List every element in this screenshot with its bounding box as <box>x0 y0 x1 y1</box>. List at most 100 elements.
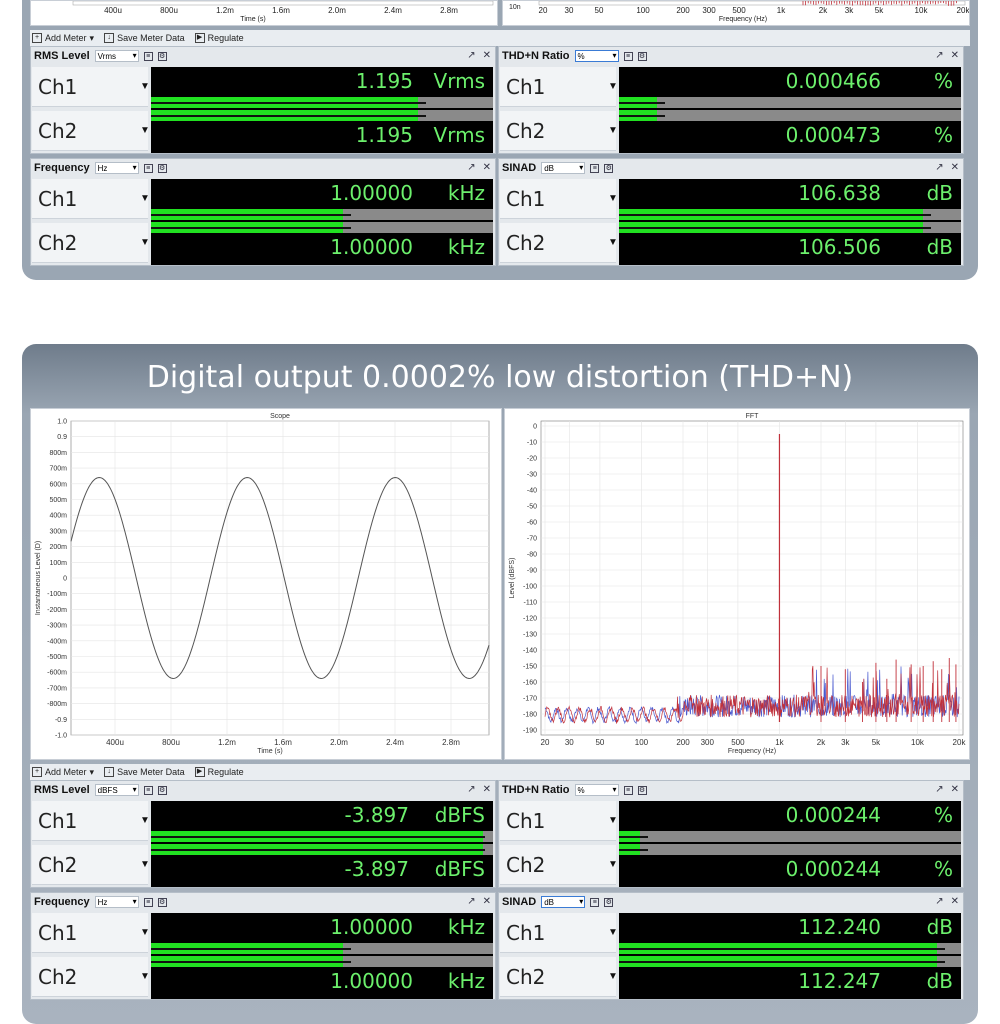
close-icon[interactable]: ✕ <box>951 896 959 907</box>
settings-icon[interactable]: ⚙ <box>158 52 167 61</box>
peak-line <box>619 849 648 851</box>
close-icon[interactable]: ✕ <box>951 162 959 173</box>
close-icon[interactable]: ✕ <box>483 784 491 795</box>
meter-options-icon[interactable]: ≡ <box>590 164 599 173</box>
scope-panel: Scope 1.0 0.9 800m 700m 600m 500m 400m 300m 200m 1… <box>30 408 502 760</box>
meter-header: THD+N Ratio%≡⚙↗✕ <box>499 781 963 799</box>
settings-icon[interactable]: ⚙ <box>158 898 167 907</box>
meter-display: -3.897 dBFS -3.897 dBFS <box>151 801 493 887</box>
rms-meter: RMS LevelVrms≡⚙↗✕Ch1▼Ch2▼1.195Vrms1.195V… <box>30 46 496 154</box>
close-icon[interactable]: ✕ <box>951 784 959 795</box>
ch2-readout: 106.506 dB <box>619 235 953 261</box>
chevron-down-icon[interactable]: ▼ <box>608 845 618 885</box>
close-icon[interactable]: ✕ <box>483 896 491 907</box>
regulate-button[interactable]: ▶ Regulate <box>195 767 244 777</box>
channel-label[interactable]: Ch2 <box>32 223 148 263</box>
channel-label[interactable]: Ch2 <box>500 845 616 885</box>
settings-icon[interactable]: ⚙ <box>638 786 647 795</box>
save-meter-data-button[interactable]: ↓ Save Meter Data <box>104 33 185 43</box>
popout-icon[interactable]: ↗ <box>935 784 943 795</box>
unit-select[interactable]: Hz <box>95 162 139 174</box>
popout-icon[interactable]: ↗ <box>935 896 943 907</box>
chevron-down-icon[interactable]: ▼ <box>140 957 150 997</box>
chevron-down-icon[interactable]: ▼ <box>608 67 618 107</box>
y-tick-label: -110 <box>524 600 538 607</box>
unit-select[interactable]: dBFS <box>95 784 139 796</box>
meter-options-icon[interactable]: ≡ <box>624 52 633 61</box>
chevron-down-icon[interactable]: ▼ <box>140 179 150 219</box>
channel-label[interactable]: Ch1 <box>500 67 616 107</box>
add-meter-button[interactable]: + Add Meter ▾ <box>32 33 94 44</box>
channel-label[interactable]: Ch1 <box>500 801 616 841</box>
unit-select[interactable]: Vrms <box>95 50 139 62</box>
channel-label[interactable]: Ch2 <box>32 111 148 151</box>
channel-label[interactable]: Ch1 <box>32 179 148 219</box>
y-tick-label: -180 <box>523 712 537 719</box>
unit-select[interactable]: Hz <box>95 896 139 908</box>
meter-options-icon[interactable]: ≡ <box>590 898 599 907</box>
channel-label[interactable]: Ch2 <box>32 957 148 997</box>
unit-select[interactable]: % <box>575 50 619 62</box>
chevron-down-icon[interactable]: ▼ <box>608 801 618 841</box>
popout-icon[interactable]: ↗ <box>467 896 475 907</box>
add-meter-button[interactable]: + Add Meter ▾ <box>32 767 94 778</box>
popout-icon[interactable]: ↗ <box>935 162 943 173</box>
channel-label[interactable]: Ch1 <box>500 913 616 953</box>
settings-icon[interactable]: ⚙ <box>158 786 167 795</box>
meter-options-icon[interactable]: ≡ <box>144 164 153 173</box>
meter-options-icon[interactable]: ≡ <box>144 898 153 907</box>
chevron-down-icon[interactable]: ▼ <box>608 111 618 151</box>
save-icon: ↓ <box>104 767 114 777</box>
save-meter-data-button[interactable]: ↓ Save Meter Data <box>104 767 185 777</box>
y-tick-label: -40 <box>527 488 537 495</box>
meter-options-icon[interactable]: ≡ <box>624 786 633 795</box>
popout-icon[interactable]: ↗ <box>467 162 475 173</box>
meter-options-icon[interactable]: ≡ <box>144 786 153 795</box>
y-axis-label: Instantaneous Level (D) <box>35 541 42 615</box>
chevron-down-icon[interactable]: ▼ <box>140 67 150 107</box>
channel-label[interactable]: Ch1 <box>500 179 616 219</box>
chevron-down-icon[interactable]: ▼ <box>608 223 618 263</box>
meter-header: SINADdB≡⚙↗✕ <box>499 893 963 911</box>
channel-label[interactable]: Ch2 <box>500 111 616 151</box>
x-tick-label: 2k <box>817 738 826 747</box>
close-icon[interactable]: ✕ <box>483 50 491 61</box>
dropdown-arrow-icon: ▾ <box>90 767 95 778</box>
popout-icon[interactable]: ↗ <box>467 50 475 61</box>
channel-label[interactable]: Ch1 <box>32 801 148 841</box>
settings-icon[interactable]: ⚙ <box>604 164 613 173</box>
channel-label[interactable]: Ch2 <box>500 957 616 997</box>
chevron-down-icon[interactable]: ▼ <box>140 801 150 841</box>
meter-options-icon[interactable]: ≡ <box>144 52 153 61</box>
y-tick-label: -20 <box>527 456 537 463</box>
chevron-down-icon[interactable]: ▼ <box>608 179 618 219</box>
channel-label[interactable]: Ch1 <box>32 913 148 953</box>
settings-icon[interactable]: ⚙ <box>604 898 613 907</box>
settings-icon[interactable]: ⚙ <box>158 164 167 173</box>
unit-select[interactable]: dB <box>541 162 585 174</box>
close-icon[interactable]: ✕ <box>951 50 959 61</box>
close-icon[interactable]: ✕ <box>483 162 491 173</box>
unit-select[interactable]: dB <box>541 896 585 908</box>
ch2-readout: 112.247 dB <box>619 969 953 995</box>
x-tick-label: 400u <box>104 6 122 15</box>
chevron-down-icon[interactable]: ▼ <box>140 913 150 953</box>
chevron-down-icon[interactable]: ▼ <box>140 111 150 151</box>
settings-icon[interactable]: ⚙ <box>638 52 647 61</box>
channel-label[interactable]: Ch2 <box>32 845 148 885</box>
popout-icon[interactable]: ↗ <box>467 784 475 795</box>
unit-select[interactable]: % <box>575 784 619 796</box>
level-bar-track <box>151 831 493 842</box>
regulate-button[interactable]: ▶ Regulate <box>195 33 244 43</box>
chevron-down-icon[interactable]: ▼ <box>608 957 618 997</box>
chevron-down-icon[interactable]: ▼ <box>140 223 150 263</box>
x-axis-label: Time (s) <box>257 748 282 755</box>
y-tick-label: 1.0 <box>57 419 67 426</box>
channel-label[interactable]: Ch1 <box>32 67 148 107</box>
chevron-down-icon[interactable]: ▼ <box>608 913 618 953</box>
popout-icon[interactable]: ↗ <box>935 50 943 61</box>
channel-label[interactable]: Ch2 <box>500 223 616 263</box>
chevron-down-icon[interactable]: ▼ <box>140 845 150 885</box>
x-tick-label: 500 <box>731 738 745 747</box>
x-tick-label: 2.8m <box>440 6 458 15</box>
